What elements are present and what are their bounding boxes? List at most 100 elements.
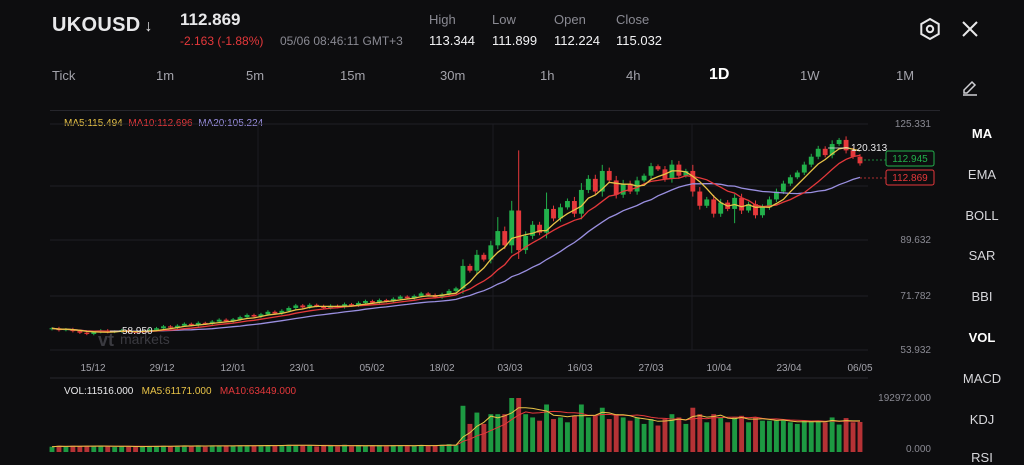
volume-bar — [356, 445, 361, 452]
ma20-line — [51, 176, 861, 332]
candle — [481, 252, 487, 262]
price-tag-red-text: 112.869 — [892, 173, 928, 184]
candle-body — [822, 148, 828, 156]
volume-bar — [181, 445, 187, 452]
candle — [801, 161, 807, 176]
volume-bar — [502, 414, 508, 452]
low-annotation: 58.950 — [122, 326, 153, 337]
tab-1m-month[interactable]: 1M — [896, 68, 915, 83]
symbol-title[interactable]: UKOUSD ↓ — [52, 14, 153, 36]
indicator-ma[interactable]: MA — [971, 126, 993, 141]
vol-tick-label: 0.000 — [906, 444, 931, 455]
candle-body — [690, 170, 696, 192]
volume-bar — [551, 419, 556, 452]
tab-15m[interactable]: 15m — [340, 68, 366, 83]
tab-4h[interactable]: 4h — [626, 68, 641, 83]
tab-5m[interactable]: 5m — [246, 68, 265, 83]
draw-pencil-icon[interactable] — [960, 78, 980, 98]
indicator-boll[interactable]: BOLL — [965, 208, 999, 223]
candle — [495, 217, 501, 250]
candle-body — [167, 326, 173, 328]
volume-bar — [56, 445, 62, 452]
candle — [551, 205, 556, 222]
volume-bar — [718, 417, 724, 452]
candle — [474, 249, 480, 275]
candlestick-chart[interactable]: 125.331 89.632 71.782 53.932 vt markets58.950… — [0, 0, 940, 458]
volume-bar — [815, 420, 821, 452]
candle-body — [251, 314, 257, 317]
candle — [641, 173, 647, 183]
tab-1d[interactable]: 1D — [709, 66, 730, 83]
tab-1m[interactable]: 1m — [156, 68, 175, 83]
indicator-vol[interactable]: VOL — [968, 330, 996, 345]
volume-bar — [460, 405, 466, 452]
stat-close: Close 115.032 — [616, 12, 663, 48]
stat-open: Open 112.224 — [554, 12, 601, 48]
candle — [293, 303, 299, 310]
volume-bar — [293, 445, 299, 452]
candle — [571, 196, 577, 218]
candle-body — [293, 305, 299, 309]
price-change: -2.163 (-1.88%) — [180, 34, 264, 48]
volume-bar — [606, 419, 612, 452]
candle-body — [746, 204, 751, 211]
candle — [655, 164, 661, 171]
volume-bar — [787, 422, 793, 452]
volume-bar — [383, 446, 389, 452]
indicator-ema[interactable]: EMA — [967, 167, 997, 182]
candle-body — [502, 231, 508, 246]
volume-bar — [300, 445, 306, 452]
volume-bar — [857, 421, 863, 452]
settings-icon[interactable] — [918, 17, 942, 41]
volume-bar — [558, 417, 563, 452]
candle-body — [286, 308, 292, 311]
tab-1h[interactable]: 1h — [540, 68, 555, 83]
volume-bar — [258, 445, 264, 452]
candle-body — [606, 170, 612, 181]
candle-body — [488, 245, 494, 260]
candle-body — [258, 314, 264, 317]
candle — [787, 174, 793, 186]
candle-body — [195, 322, 201, 326]
volume-bar — [167, 446, 173, 452]
volume-bar — [739, 415, 745, 452]
candle-body — [481, 254, 487, 260]
x-tick-label: 10/04 — [706, 363, 731, 374]
indicator-bbi[interactable]: BBI — [971, 289, 993, 304]
candle — [300, 304, 306, 309]
vol-tick-label: 192972.000 — [878, 393, 931, 404]
volume-bar — [230, 445, 236, 452]
candle-body — [648, 166, 654, 176]
volume-bar — [753, 417, 758, 452]
indicator-kdj[interactable]: KDJ — [969, 412, 995, 427]
indicator-sar[interactable]: SAR — [968, 248, 996, 263]
candle — [836, 137, 842, 146]
candle — [794, 170, 800, 180]
candle — [627, 180, 633, 195]
x-tick-label: 16/03 — [567, 363, 592, 374]
tab-1w[interactable]: 1W — [800, 68, 820, 83]
candle — [753, 200, 758, 219]
volume-bar — [411, 445, 417, 452]
volume-bar — [105, 446, 111, 452]
candle-body — [404, 296, 410, 299]
volume-bar — [683, 423, 689, 452]
close-icon[interactable] — [960, 19, 980, 39]
candle-body — [641, 175, 647, 181]
tab-30m[interactable]: 30m — [440, 68, 466, 83]
current-price: 112.869 — [180, 10, 241, 29]
volume-bar — [195, 445, 201, 452]
tab-tick[interactable]: Tick — [52, 68, 76, 83]
volume-bar — [342, 444, 347, 452]
indicator-macd[interactable]: MACD — [962, 371, 1002, 386]
candle-body — [474, 254, 480, 271]
volume-bar — [376, 445, 382, 452]
x-tick-label: 06/05 — [847, 363, 872, 374]
candle-body — [244, 314, 250, 318]
volume-bar — [91, 445, 97, 452]
candle-body — [585, 178, 591, 190]
x-tick-label: 27/03 — [638, 363, 663, 374]
volume-bar — [530, 417, 536, 452]
volume-bar — [272, 446, 278, 452]
volume-bar — [711, 414, 717, 452]
